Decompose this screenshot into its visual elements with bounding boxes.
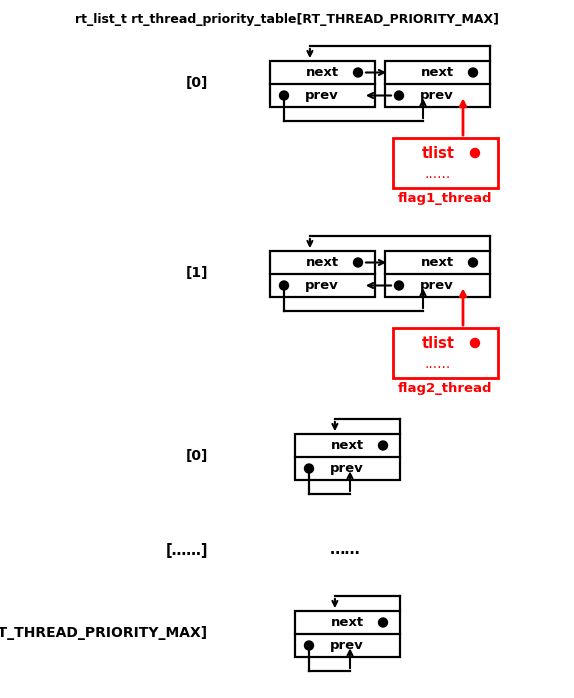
Circle shape bbox=[471, 149, 479, 158]
Bar bbox=[385, 61, 490, 107]
Circle shape bbox=[468, 258, 478, 267]
Text: [0]: [0] bbox=[185, 449, 208, 463]
Circle shape bbox=[394, 91, 404, 100]
Text: prev: prev bbox=[330, 639, 364, 652]
Circle shape bbox=[468, 68, 478, 77]
Text: prev: prev bbox=[305, 89, 339, 102]
Circle shape bbox=[280, 281, 289, 290]
Circle shape bbox=[378, 441, 387, 450]
Bar bbox=[393, 328, 498, 378]
Text: ......: ...... bbox=[425, 167, 451, 181]
Circle shape bbox=[304, 464, 313, 473]
Text: [……]: [……] bbox=[165, 542, 208, 558]
Text: prev: prev bbox=[305, 279, 339, 292]
Text: ……: …… bbox=[329, 542, 360, 558]
Circle shape bbox=[354, 68, 363, 77]
Text: [1]: [1] bbox=[185, 266, 208, 280]
Text: next: next bbox=[331, 616, 363, 629]
Text: next: next bbox=[331, 439, 363, 452]
Text: next: next bbox=[305, 66, 339, 79]
Text: tlist: tlist bbox=[421, 336, 455, 350]
Text: next: next bbox=[305, 256, 339, 269]
Text: [RT_THREAD_PRIORITY_MAX]: [RT_THREAD_PRIORITY_MAX] bbox=[0, 626, 208, 640]
Text: flag1_thread: flag1_thread bbox=[398, 192, 492, 205]
Circle shape bbox=[280, 91, 289, 100]
Text: [0]: [0] bbox=[185, 76, 208, 90]
Bar bbox=[270, 251, 375, 297]
Text: rt_list_t rt_thread_priority_table[RT_THREAD_PRIORITY_MAX]: rt_list_t rt_thread_priority_table[RT_TH… bbox=[75, 13, 499, 26]
Circle shape bbox=[378, 618, 387, 627]
Circle shape bbox=[471, 339, 479, 348]
Circle shape bbox=[354, 258, 363, 267]
Circle shape bbox=[394, 281, 404, 290]
Text: next: next bbox=[420, 256, 453, 269]
Text: flag2_thread: flag2_thread bbox=[398, 382, 492, 395]
Text: ......: ...... bbox=[425, 357, 451, 371]
Text: next: next bbox=[420, 66, 453, 79]
Text: prev: prev bbox=[420, 89, 454, 102]
Bar bbox=[295, 611, 400, 657]
Circle shape bbox=[304, 641, 313, 650]
Bar bbox=[393, 138, 498, 188]
Text: tlist: tlist bbox=[421, 145, 455, 161]
Bar bbox=[385, 251, 490, 297]
Text: prev: prev bbox=[330, 462, 364, 475]
Text: prev: prev bbox=[420, 279, 454, 292]
Bar bbox=[295, 434, 400, 480]
Bar bbox=[270, 61, 375, 107]
